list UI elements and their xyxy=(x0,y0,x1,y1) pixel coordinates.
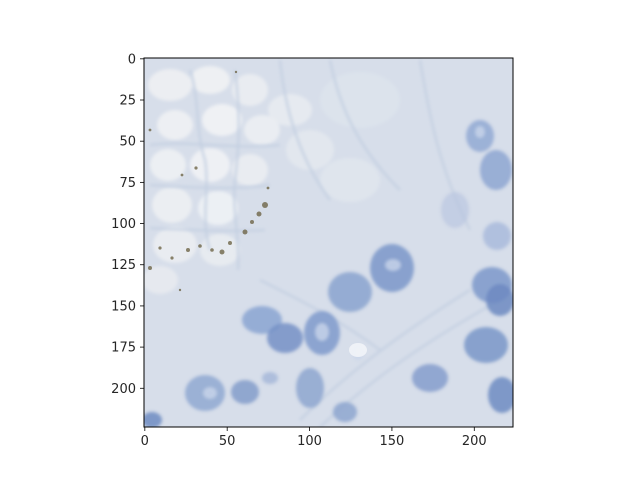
histology-image xyxy=(144,58,513,427)
y-tick-label: 75 xyxy=(119,176,136,191)
y-tick-label: 0 xyxy=(128,52,136,67)
x-tick-label: 200 xyxy=(462,434,487,449)
highlight-spot xyxy=(349,343,367,357)
brown-stain xyxy=(148,70,270,292)
y-tick-label: 50 xyxy=(119,135,136,150)
x-axis: 0 50 100 150 200 xyxy=(141,427,487,449)
x-tick-label: 50 xyxy=(219,434,236,449)
nuclei xyxy=(144,120,513,427)
x-tick-label: 100 xyxy=(297,434,322,449)
y-tick-label: 150 xyxy=(111,299,136,314)
axes-frame xyxy=(143,57,514,428)
x-tick-label: 0 xyxy=(141,434,149,449)
x-tick-label: 150 xyxy=(380,434,405,449)
y-tick-label: 175 xyxy=(111,341,136,356)
pale-cell-cluster xyxy=(144,66,400,294)
y-axis: 0 25 50 75 100 125 150 175 200 xyxy=(111,52,144,397)
y-tick-label: 200 xyxy=(111,382,136,397)
y-tick-label: 125 xyxy=(111,258,136,273)
y-tick-label: 100 xyxy=(111,217,136,232)
y-tick-label: 25 xyxy=(119,94,136,109)
